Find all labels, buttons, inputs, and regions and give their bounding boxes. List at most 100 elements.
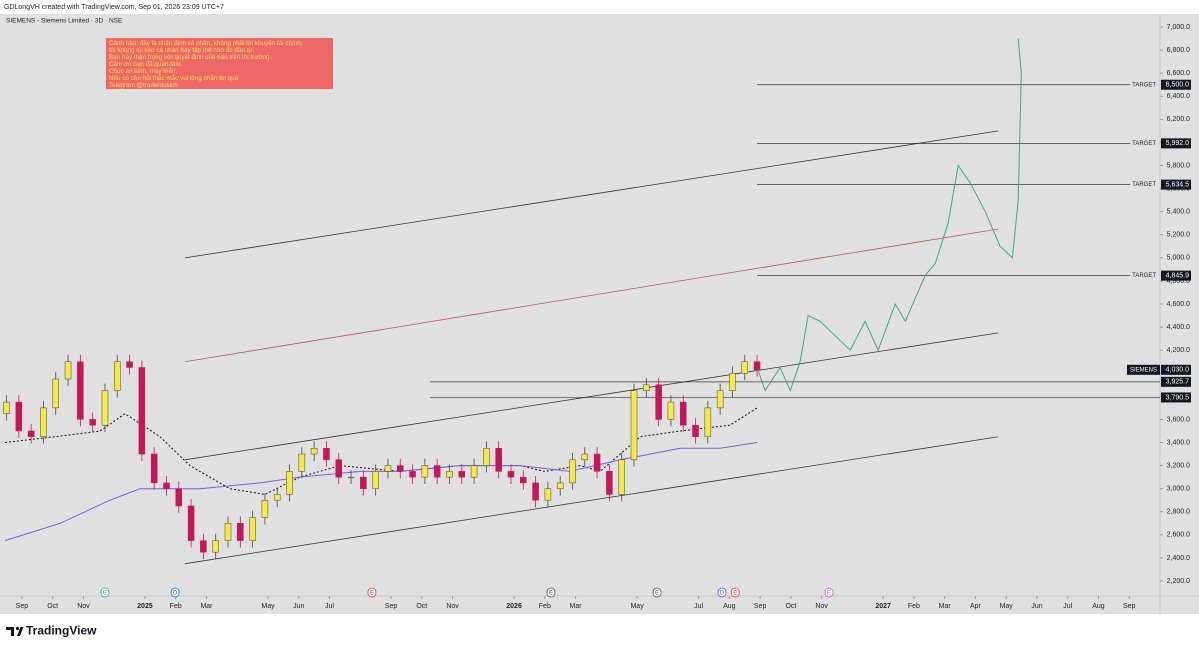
event-label: E (827, 590, 831, 596)
note-line: Bạn hãy thận trọng với quyết định của bạ… (109, 54, 272, 61)
candle-body (753, 361, 761, 371)
candle-body (101, 390, 109, 426)
candle-body (667, 401, 675, 420)
event-marker (730, 587, 740, 598)
y-tick-label: 2,600.0 (1167, 532, 1190, 539)
x-tick-label: Sep (1123, 603, 1136, 610)
y-tick-label: 5,200.0 (1167, 232, 1190, 239)
candle-body (729, 373, 736, 391)
level-tag: TARGET (1132, 82, 1156, 88)
event-label: E (103, 590, 107, 596)
candle-body (261, 499, 269, 518)
series-line (4, 407, 758, 495)
level-label: 6,500.0 (1166, 82, 1189, 89)
x-tick-label: 2026 (506, 603, 522, 610)
x-tick-label: Oct (785, 603, 796, 610)
candle-body (679, 401, 687, 426)
level-label-box (1161, 270, 1191, 281)
trend-line (184, 436, 999, 565)
x-tick-label: Aug (1092, 603, 1105, 610)
y-tick-label: 6,800.0 (1167, 47, 1190, 54)
logo-mark (15, 626, 20, 631)
y-tick-label: 5,000.0 (1167, 255, 1190, 262)
candle-body (187, 505, 195, 541)
y-tick-label: 3,000.0 (1167, 486, 1190, 493)
candle-body (237, 523, 244, 541)
candle-body (532, 482, 539, 501)
level-label-box (1161, 392, 1191, 403)
level-label: 3,925.7 (1166, 379, 1189, 386)
logo-mark (17, 627, 24, 636)
note-line: Chúc an lành, may mắn. (109, 68, 178, 75)
x-tick-label: Sep (385, 603, 398, 610)
candle-body (163, 482, 170, 489)
level-tag: TARGET (1132, 273, 1156, 279)
x-tick-label: Sep (16, 603, 29, 610)
candle-body (224, 523, 232, 541)
level-tag: TARGET (1132, 182, 1156, 188)
event-marker (100, 587, 110, 598)
note-line: Cảm ơn bạn đã quan tâm. (109, 61, 183, 68)
level-label: 5,992.0 (1166, 140, 1189, 147)
candle-body (138, 367, 146, 455)
event-marker (170, 587, 180, 598)
candle-body (3, 401, 10, 414)
x-tick-label: Mar (570, 603, 583, 610)
candle-body (593, 453, 601, 472)
candle-body (446, 471, 453, 478)
candle-body (483, 448, 490, 466)
candle-body (495, 448, 502, 472)
candle-body (630, 390, 638, 461)
x-tick-label: Feb (908, 603, 920, 610)
candle-body (89, 419, 96, 426)
x-tick-label: May (261, 603, 275, 610)
event-marker (546, 587, 556, 598)
event-label: E (549, 590, 553, 596)
candle-body (716, 390, 724, 409)
candle-body (397, 465, 404, 472)
note-line: Cảnh báo: đây là nhận định cá nhân, khôn… (109, 40, 303, 47)
header-bar (0, 0, 1199, 14)
candle-body (323, 448, 330, 461)
y-tick-label: 6,200.0 (1167, 116, 1190, 123)
note-line: tôi không lôi kéo cá nhân hay tập thể nà… (109, 47, 255, 54)
trend-line (184, 228, 999, 363)
candle-body (52, 378, 60, 409)
y-tick-label: 2,200.0 (1167, 578, 1190, 585)
event-marker (652, 587, 662, 598)
x-tick-label: Jun (293, 603, 304, 610)
y-tick-label: 3,400.0 (1167, 439, 1190, 446)
trend-line (184, 130, 999, 259)
x-tick-label: Jun (1031, 603, 1042, 610)
candle-body (372, 471, 379, 489)
level-label: 4,845.9 (1166, 272, 1189, 279)
candle-body (114, 361, 121, 391)
candle-body (249, 517, 256, 541)
x-tick-label: Jul (325, 603, 334, 610)
symbol-title: SIEMENS - Siemens Limited · 3D · NSE (6, 18, 123, 25)
credit: GDLongVH created with TradingView.com, S… (4, 4, 224, 11)
candle-body (569, 459, 576, 484)
event-marker (717, 587, 727, 598)
candle-body (421, 465, 429, 478)
x-tick-label: 2025 (137, 603, 153, 610)
brand: TradingView (26, 624, 97, 638)
level-label: 5,634.5 (1166, 181, 1189, 188)
x-tick-label: Nov (446, 603, 459, 610)
candle-body (409, 471, 416, 478)
logo-mark (6, 627, 14, 636)
candle-body (544, 488, 552, 501)
x-tick-label: Feb (539, 603, 551, 610)
candle-body (581, 453, 589, 461)
note-box: Cảnh báo: đây là nhận định cá nhân, khôn… (106, 38, 333, 89)
candle-body (643, 384, 650, 391)
candle-body (175, 488, 183, 507)
candle-body (150, 453, 158, 484)
x-tick-label: Feb (170, 603, 182, 610)
y-tick-label: 7,000.0 (1167, 24, 1190, 31)
y-tick-label: 2,800.0 (1167, 509, 1190, 516)
y-tick-label: 3,600.0 (1167, 416, 1190, 423)
tv-logo (6, 626, 24, 636)
candle-body (507, 471, 515, 478)
candle-body (520, 476, 527, 484)
